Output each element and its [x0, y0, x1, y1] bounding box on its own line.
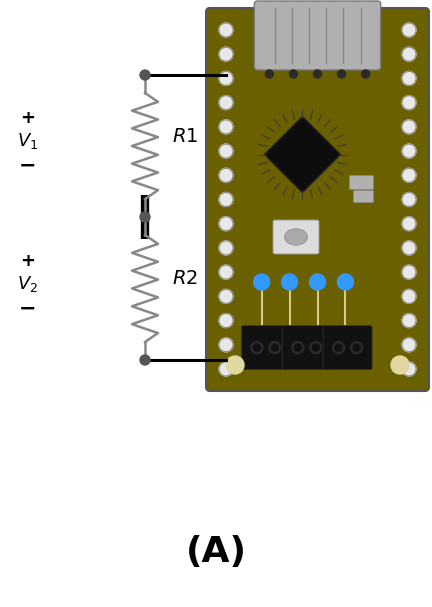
Circle shape	[294, 344, 301, 351]
Circle shape	[219, 47, 233, 61]
Circle shape	[351, 342, 362, 354]
Circle shape	[310, 342, 322, 354]
Circle shape	[140, 212, 150, 222]
Text: (A): (A)	[185, 535, 247, 569]
Text: +: +	[20, 251, 35, 270]
Circle shape	[271, 344, 278, 351]
FancyBboxPatch shape	[353, 191, 373, 203]
Text: +: +	[20, 109, 35, 127]
FancyBboxPatch shape	[323, 325, 372, 370]
FancyBboxPatch shape	[349, 175, 373, 189]
Circle shape	[219, 362, 233, 376]
Circle shape	[337, 70, 346, 78]
Circle shape	[265, 70, 273, 78]
FancyBboxPatch shape	[241, 325, 290, 370]
Circle shape	[219, 192, 233, 206]
Circle shape	[402, 144, 416, 158]
Circle shape	[402, 168, 416, 182]
Circle shape	[219, 265, 233, 279]
Circle shape	[391, 356, 409, 374]
Circle shape	[289, 70, 297, 78]
Polygon shape	[264, 117, 340, 192]
Circle shape	[402, 120, 416, 134]
Circle shape	[219, 241, 233, 255]
Circle shape	[251, 342, 263, 354]
Circle shape	[402, 192, 416, 206]
Circle shape	[282, 274, 298, 290]
Circle shape	[335, 344, 342, 351]
Circle shape	[292, 342, 304, 354]
Circle shape	[402, 314, 416, 328]
Text: $V_2$: $V_2$	[17, 274, 38, 294]
Circle shape	[219, 23, 233, 37]
Circle shape	[402, 217, 416, 231]
Circle shape	[140, 70, 150, 80]
Text: −: −	[19, 156, 37, 176]
Circle shape	[269, 342, 281, 354]
Circle shape	[309, 274, 325, 290]
Text: $R2$: $R2$	[172, 269, 198, 288]
Circle shape	[337, 274, 353, 290]
Circle shape	[219, 96, 233, 110]
Circle shape	[402, 241, 416, 255]
Circle shape	[402, 23, 416, 37]
Circle shape	[219, 314, 233, 328]
FancyBboxPatch shape	[254, 1, 381, 70]
FancyBboxPatch shape	[206, 8, 429, 391]
Circle shape	[219, 144, 233, 158]
Circle shape	[402, 72, 416, 86]
Ellipse shape	[284, 229, 308, 245]
Circle shape	[219, 290, 233, 304]
Text: $V_1$: $V_1$	[17, 131, 38, 151]
Circle shape	[402, 47, 416, 61]
Circle shape	[219, 120, 233, 134]
FancyBboxPatch shape	[282, 325, 331, 370]
Circle shape	[226, 356, 244, 374]
Circle shape	[353, 344, 360, 351]
Text: $R1$: $R1$	[172, 126, 198, 146]
Text: −: −	[19, 299, 37, 319]
Circle shape	[402, 337, 416, 352]
Circle shape	[402, 265, 416, 279]
FancyBboxPatch shape	[273, 220, 319, 254]
Circle shape	[362, 70, 370, 78]
Circle shape	[314, 70, 321, 78]
Circle shape	[219, 168, 233, 182]
Circle shape	[254, 274, 270, 290]
Circle shape	[219, 72, 233, 86]
Circle shape	[254, 344, 260, 351]
Circle shape	[402, 362, 416, 376]
Circle shape	[219, 217, 233, 231]
Circle shape	[140, 355, 150, 365]
Circle shape	[402, 96, 416, 110]
Circle shape	[219, 337, 233, 352]
Circle shape	[402, 290, 416, 304]
Circle shape	[312, 344, 319, 351]
Circle shape	[333, 342, 345, 354]
